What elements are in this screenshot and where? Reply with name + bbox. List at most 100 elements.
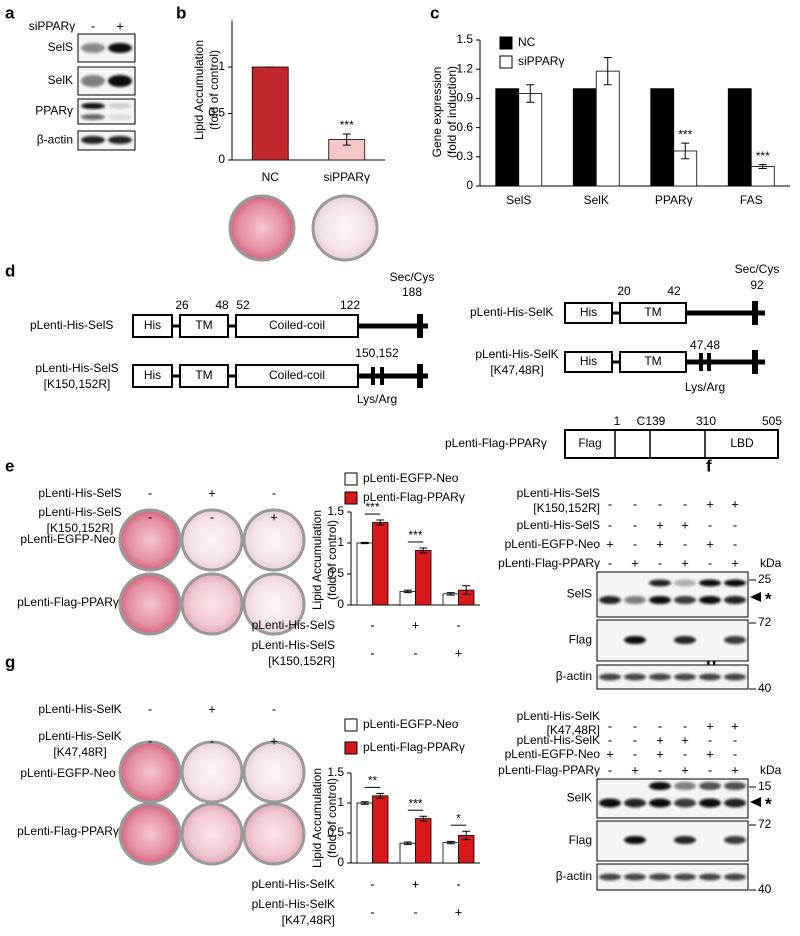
blot-frame [77, 98, 136, 125]
blot-band [699, 673, 721, 681]
domain-label: LBD [730, 436, 754, 450]
site-label: Lys/Arg [357, 392, 397, 406]
condition-label: pLenti-EGFP-Neo [505, 747, 601, 761]
significance: *** [340, 118, 354, 132]
condition-sign: + [455, 904, 463, 919]
legend-label: pLenti-EGFP-Neo [363, 717, 459, 731]
condition-sign: - [633, 496, 637, 511]
site-marker [752, 350, 758, 374]
legend-swatch [499, 36, 513, 50]
legend-swatch [344, 741, 358, 755]
site-marker [699, 353, 703, 371]
condition-sign: - [456, 617, 460, 632]
condition-label: pLenti-His-SelK [38, 702, 121, 716]
bar [518, 93, 543, 187]
lane-sign: + [116, 18, 124, 33]
legend-swatch [344, 472, 358, 486]
domain-box [619, 302, 687, 324]
y-axis-label: (fold of induction) [445, 66, 459, 158]
blot-band [81, 43, 105, 53]
blot-band [624, 873, 646, 881]
bar [356, 542, 373, 606]
panel-letter: f [706, 456, 712, 475]
condition-label: pLenti-His-SelK [252, 877, 335, 891]
panel-letter: a [5, 3, 15, 22]
residue-number: 42 [667, 284, 681, 298]
condition-sign: - [608, 762, 612, 777]
blot-band [649, 579, 671, 587]
blot-band [599, 873, 621, 881]
condition-sign: + [631, 555, 639, 570]
condition-sign: - [708, 732, 712, 747]
condition-label: pLenti-His-SelS [517, 518, 600, 532]
blot-band [108, 103, 132, 109]
condition-sign: - [608, 517, 612, 532]
site-marker [417, 314, 423, 338]
site-number: 47,48 [690, 338, 720, 352]
construct-name: pLenti-His-SelK [470, 305, 553, 319]
blot-band [699, 579, 721, 587]
construct-name: pLenti-His-SelS [35, 361, 118, 375]
condition-sign: - [608, 732, 612, 747]
blot-band [674, 596, 696, 604]
site-label: Lys/Arg [685, 380, 725, 394]
construct-name: pLenti-Flag-PPARγ [445, 436, 547, 450]
y-tick-label: 0 [337, 597, 344, 611]
bar [356, 802, 373, 864]
bar [251, 66, 289, 161]
domain-box [179, 364, 229, 388]
legend-swatch [344, 491, 358, 505]
band-label: β-actin [556, 869, 592, 883]
blot-band [674, 673, 696, 681]
condition-sign: + [208, 701, 216, 716]
condition-sign: - [608, 496, 612, 511]
residue-number: C139 [637, 414, 666, 428]
size-marker: 72 [758, 615, 772, 629]
blot-band [724, 782, 746, 790]
domain-label: His [580, 354, 597, 368]
condition-sign: - [608, 555, 612, 570]
domain-box [564, 351, 613, 373]
culture-dish [242, 740, 306, 804]
domain-box [132, 364, 173, 388]
condition-label: pLenti-His-SelK [517, 733, 600, 747]
bar [650, 88, 675, 187]
condition-sign: - [148, 485, 152, 500]
condition-sign: + [681, 762, 689, 777]
legend-swatch [344, 718, 358, 732]
condition-sign: - [658, 496, 662, 511]
y-tick-label: 1.2 [456, 61, 473, 75]
y-tick-label: 0 [337, 855, 344, 869]
domain-box [235, 314, 359, 338]
condition-sign: - [370, 904, 374, 919]
x-tick-label: SelK [584, 193, 609, 207]
arrow-label: * [765, 589, 772, 608]
size-marker: 40 [758, 882, 772, 896]
bar [399, 842, 416, 864]
condition-sign: - [370, 617, 374, 632]
band-label: SelK [48, 73, 73, 87]
condition-sign: + [731, 496, 739, 511]
condition-sign: + [455, 645, 463, 660]
error-bar [446, 592, 455, 596]
condition-sign: + [412, 617, 420, 632]
domain-label: His [144, 368, 161, 382]
error-bar [526, 84, 535, 103]
error-bar [462, 585, 471, 595]
condition-label: pLenti-EGFP-Neo [505, 537, 601, 551]
legend-label: siPPARγ [518, 54, 564, 68]
condition-sign: + [270, 509, 278, 524]
legend-label: NC [518, 35, 536, 49]
bar [727, 88, 752, 187]
condition-sign: + [731, 762, 739, 777]
y-tick-label: 0 [218, 152, 225, 166]
blot-band [649, 596, 671, 604]
bar [595, 70, 620, 187]
condition-sign: - [633, 718, 637, 733]
unit-label: kDa [760, 556, 782, 570]
y-tick-label: 0.6 [456, 120, 473, 134]
domain-label: Coiled-coil [269, 368, 325, 382]
blot-band [599, 596, 621, 604]
domain-label: TM [195, 368, 212, 382]
site-marker [380, 367, 384, 385]
